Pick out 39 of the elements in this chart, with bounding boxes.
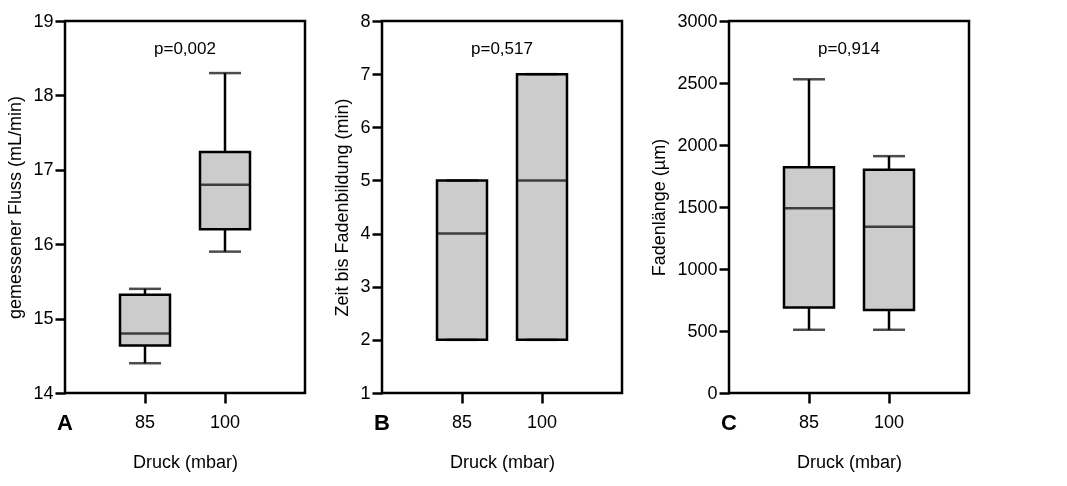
x-tick-label: 100: [526, 411, 558, 432]
x-tick-label: 100: [209, 411, 241, 432]
x-tick-label: 85: [451, 411, 473, 432]
y-axis-title: Fadenlänge (µm): [649, 138, 670, 277]
y-axis-title: gemessener Fluss (mL/min): [5, 95, 26, 320]
y-tick-label: 14: [33, 382, 54, 403]
y-tick-label: 16: [33, 233, 54, 254]
y-tick-label: 1: [360, 382, 371, 403]
y-tick-label: 0: [707, 382, 718, 403]
y-tick-label: 3000: [677, 10, 718, 31]
text: B: [374, 410, 390, 435]
y-tick-label: 7: [360, 63, 371, 84]
y-tick-label: 500: [687, 320, 718, 341]
x-axis-title: Druck (mbar): [132, 451, 239, 472]
x-axis-title: Druck (mbar): [449, 451, 556, 472]
x-tick-label: 85: [798, 411, 820, 432]
y-axis-title: Zeit bis Fadenbildung (min): [332, 98, 353, 317]
annotation: p=0,517: [471, 39, 533, 58]
y-tick-label: 1000: [677, 258, 718, 279]
y-tick-label: 2: [360, 329, 371, 350]
y-tick-label: 15: [33, 308, 54, 329]
x-tick-label: 100: [873, 411, 905, 432]
text: A: [57, 410, 74, 435]
y-tick-label: 4: [360, 223, 371, 244]
y-tick-label: 19: [33, 10, 54, 31]
y-tick-label: 2500: [677, 72, 718, 93]
x-axis-title: Druck (mbar): [796, 451, 903, 472]
y-tick-label: 6: [360, 116, 371, 137]
y-tick-label: 17: [33, 159, 54, 180]
y-tick-label: 8: [360, 10, 371, 31]
y-tick-label: 3: [360, 276, 371, 297]
annotation: p=0,002: [154, 39, 216, 58]
text: C: [721, 410, 738, 435]
x-tick-label: 85: [134, 411, 156, 432]
annotation: p=0,914: [818, 39, 880, 58]
y-tick-label: 5: [360, 169, 371, 190]
y-tick-label: 1500: [677, 196, 718, 217]
y-tick-label: 18: [33, 84, 54, 105]
y-tick-label: 2000: [677, 134, 718, 155]
